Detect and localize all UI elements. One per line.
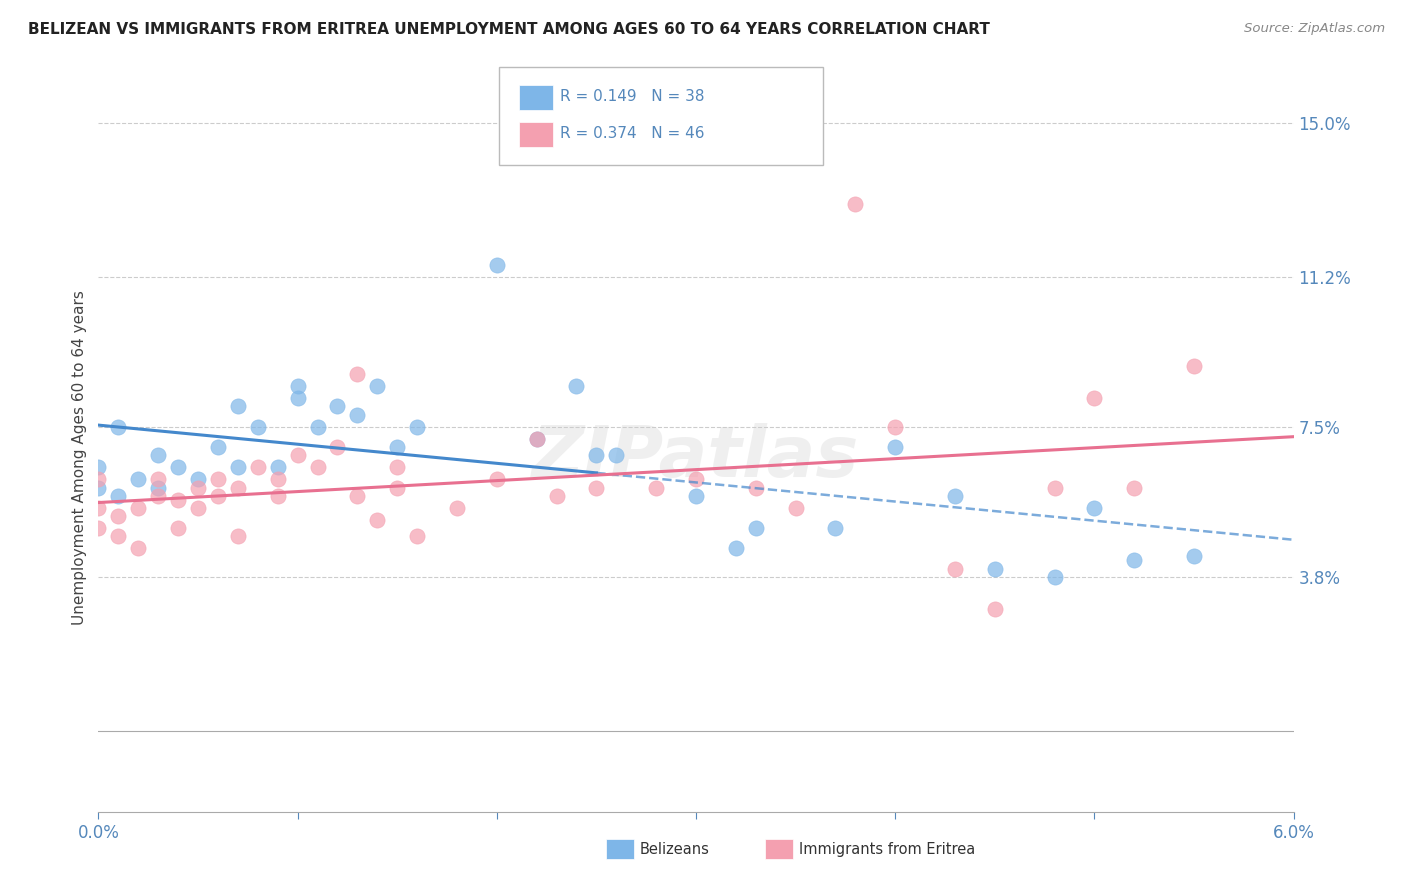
Point [943,489,966,503]
Point [943,561,966,575]
Point [187,472,209,486]
Point [148,489,170,503]
Point [385,481,409,495]
Point [1182,359,1205,373]
Point [226,460,249,475]
Y-axis label: Unemployment Among Ages 60 to 64 years: Unemployment Among Ages 60 to 64 years [72,290,87,624]
Point [127,472,149,486]
Point [207,472,229,486]
Point [745,521,768,535]
Point [287,392,309,406]
Point [1083,392,1105,406]
Point [267,489,290,503]
Point [87,460,110,475]
Point [1083,500,1105,515]
Text: R = 0.149   N = 38: R = 0.149 N = 38 [560,89,704,103]
Point [246,419,269,434]
Point [346,408,368,422]
Text: Immigrants from Eritrea: Immigrants from Eritrea [799,842,974,856]
Point [406,419,429,434]
Point [1182,549,1205,564]
Point [187,481,209,495]
Point [167,521,190,535]
Point [287,448,309,462]
Point [406,529,429,543]
Point [346,367,368,381]
Point [485,472,508,486]
Point [246,460,269,475]
Point [226,481,249,495]
Point [546,489,568,503]
Point [307,419,329,434]
Point [385,460,409,475]
Point [685,489,707,503]
Point [87,500,110,515]
Point [366,513,388,527]
Point [884,440,907,454]
Point [167,492,190,507]
Point [226,400,249,414]
Point [824,521,846,535]
Point [605,448,627,462]
Point [107,508,129,523]
Point [148,472,170,486]
Point [884,419,907,434]
Point [745,481,768,495]
Point [167,460,190,475]
Text: Source: ZipAtlas.com: Source: ZipAtlas.com [1244,22,1385,36]
Text: ZIPatlas: ZIPatlas [533,423,859,491]
Point [148,448,170,462]
Point [1123,481,1146,495]
Point [526,432,548,446]
Point [385,440,409,454]
Text: BELIZEAN VS IMMIGRANTS FROM ERITREA UNEMPLOYMENT AMONG AGES 60 TO 64 YEARS CORRE: BELIZEAN VS IMMIGRANTS FROM ERITREA UNEM… [28,22,990,37]
Point [287,379,309,393]
Point [645,481,668,495]
Point [307,460,329,475]
Point [326,400,349,414]
Point [87,481,110,495]
Point [446,500,468,515]
Point [366,379,388,393]
Point [724,541,747,556]
Point [326,440,349,454]
Point [207,489,229,503]
Point [984,561,1007,575]
Point [226,529,249,543]
Point [585,448,607,462]
Point [565,379,588,393]
Text: Belizeans: Belizeans [640,842,710,856]
Point [346,489,368,503]
Text: R = 0.374   N = 46: R = 0.374 N = 46 [560,127,704,141]
Point [685,472,707,486]
Point [1043,570,1066,584]
Point [485,258,508,272]
Point [107,529,129,543]
Point [107,489,129,503]
Point [844,197,866,211]
Point [526,432,548,446]
Point [127,541,149,556]
Point [1043,481,1066,495]
Point [127,500,149,515]
Point [267,472,290,486]
Point [148,481,170,495]
Point [984,602,1007,616]
Point [87,472,110,486]
Point [267,460,290,475]
Point [87,521,110,535]
Point [1123,553,1146,567]
Point [187,500,209,515]
Point [207,440,229,454]
Point [107,419,129,434]
Point [785,500,807,515]
Point [585,481,607,495]
